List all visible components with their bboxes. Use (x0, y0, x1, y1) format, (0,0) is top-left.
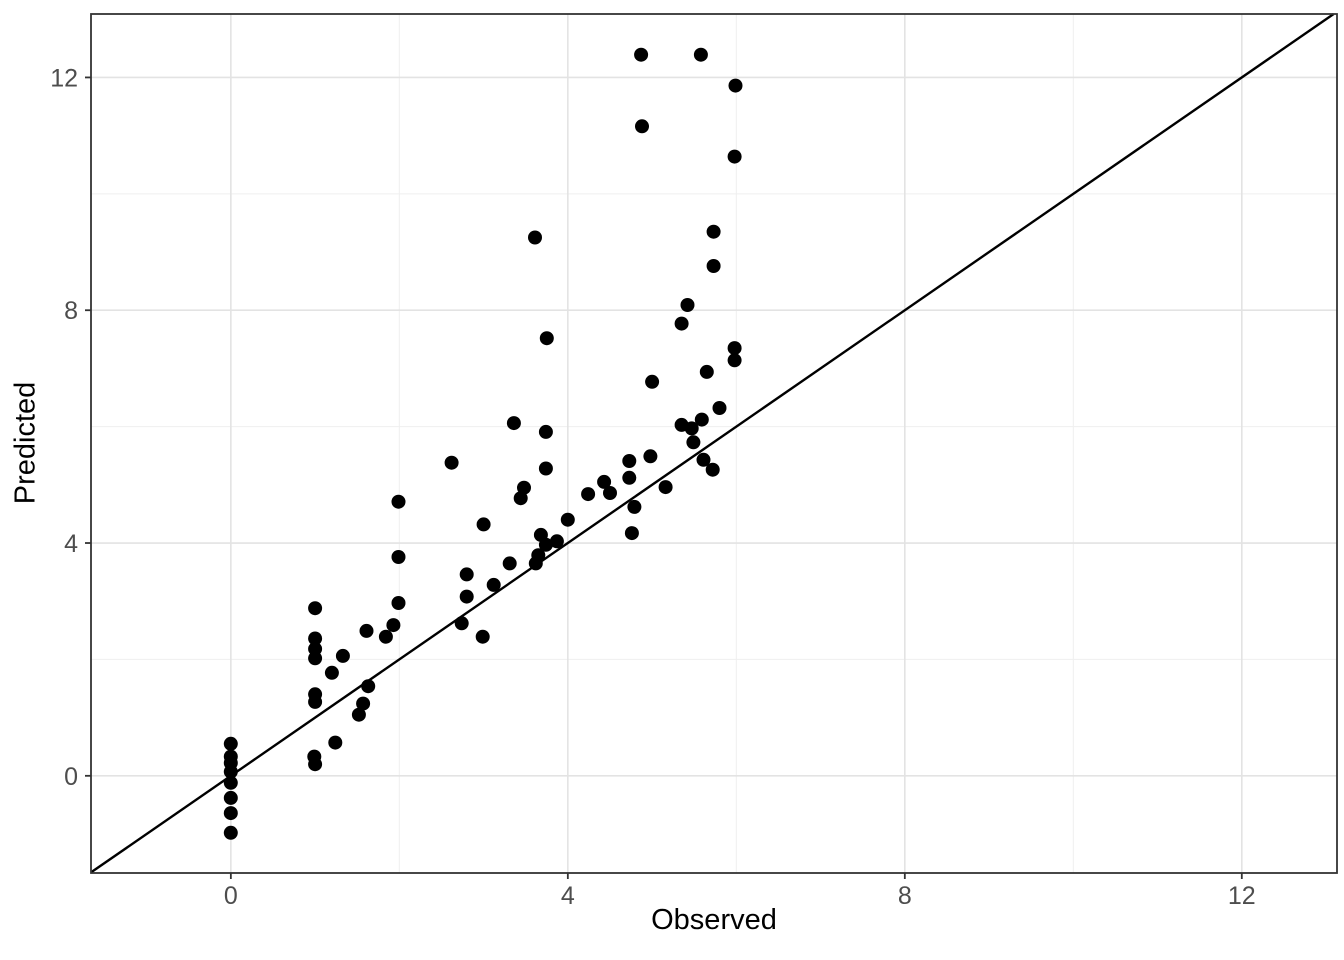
data-point (705, 462, 720, 477)
x-tick-label: 8 (898, 882, 912, 910)
data-point (308, 757, 323, 772)
data-point (597, 474, 612, 489)
data-point (622, 470, 637, 485)
data-point (728, 78, 743, 93)
data-point (658, 480, 673, 495)
y-axis-title: Predicted (9, 381, 42, 505)
data-point (391, 550, 406, 564)
data-point (634, 47, 649, 62)
x-axis-title: Observed (651, 904, 777, 936)
data-point (351, 707, 366, 722)
data-point (513, 491, 528, 506)
data-point (627, 499, 642, 514)
data-point (223, 736, 238, 751)
data-point (645, 374, 660, 389)
data-point (528, 556, 543, 571)
data-point (328, 735, 343, 750)
data-point (727, 341, 742, 356)
data-point (539, 331, 554, 346)
data-point (696, 452, 711, 467)
data-point (680, 298, 695, 312)
data-point (391, 596, 406, 610)
data-point (712, 401, 727, 415)
data-point (635, 119, 649, 134)
data-point (693, 47, 708, 62)
data-point (459, 567, 474, 582)
data-point (674, 316, 689, 331)
data-point (324, 665, 339, 680)
y-tick-label: 8 (64, 297, 78, 325)
data-point (538, 461, 553, 476)
data-point (223, 825, 238, 840)
data-point (706, 259, 721, 273)
data-point (603, 486, 617, 500)
data-point (378, 629, 393, 644)
data-point (308, 631, 323, 646)
data-point (528, 230, 542, 245)
data-point (223, 806, 238, 821)
data-point (538, 537, 553, 552)
data-point (486, 577, 501, 592)
y-tick-label: 12 (50, 64, 78, 92)
data-point (538, 424, 553, 439)
data-point (706, 224, 721, 239)
data-point (727, 353, 742, 368)
data-point (335, 648, 350, 663)
y-tick-label: 4 (64, 530, 78, 558)
data-point (308, 651, 323, 666)
data-point (622, 454, 637, 468)
panel-border (90, 13, 1338, 874)
data-point (684, 421, 699, 436)
data-point (581, 487, 596, 502)
data-point (361, 679, 376, 694)
data-point (386, 618, 401, 633)
data-point (517, 480, 531, 495)
data-point (475, 629, 490, 644)
data-point (308, 694, 323, 709)
data-point (308, 601, 323, 616)
identity-line (90, 13, 1335, 874)
y-tick-label: 0 (64, 763, 78, 791)
data-point (356, 696, 371, 711)
data-point (727, 149, 742, 164)
data-point (444, 455, 459, 470)
data-point (223, 764, 238, 779)
data-point (506, 416, 521, 431)
data-point (476, 517, 491, 532)
data-point (502, 556, 517, 571)
data-point (624, 526, 639, 541)
data-point (560, 512, 575, 527)
x-tick-label: 12 (1228, 882, 1256, 910)
data-point (459, 589, 474, 604)
data-point (694, 412, 709, 427)
data-point (391, 494, 406, 509)
data-point (223, 775, 238, 790)
data-point (686, 435, 701, 450)
x-tick-label: 4 (561, 882, 575, 910)
data-point (643, 449, 658, 464)
data-point (549, 534, 564, 549)
data-point (223, 790, 238, 805)
x-tick-label: 0 (224, 882, 238, 910)
data-point (454, 616, 469, 631)
data-point (699, 364, 714, 379)
data-point (359, 623, 374, 638)
